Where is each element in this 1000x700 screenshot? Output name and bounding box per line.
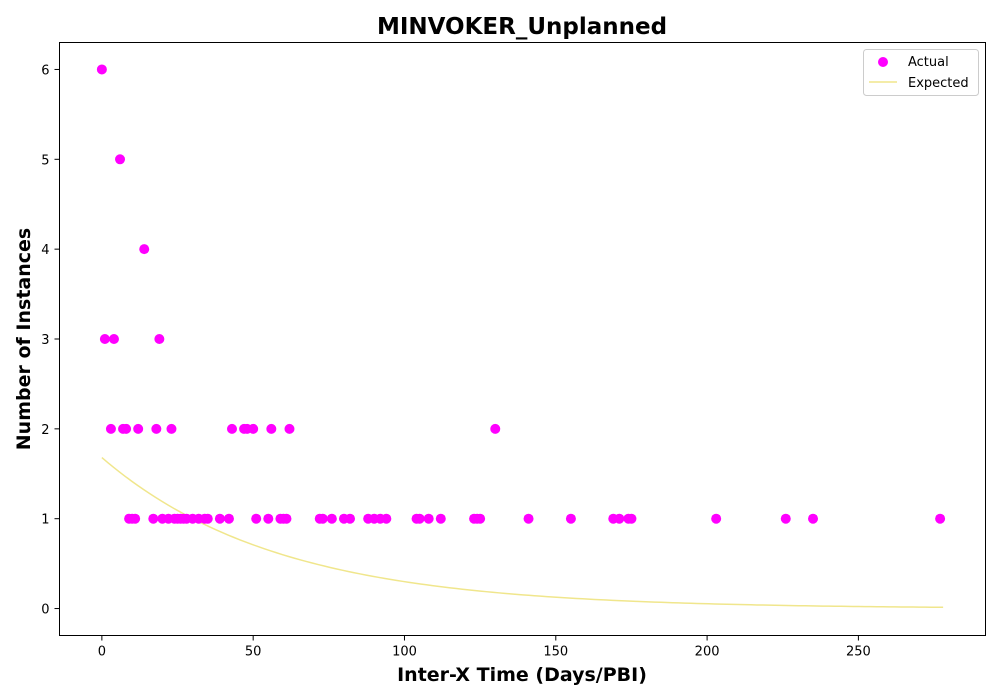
- data-point: [251, 513, 262, 524]
- data-point: [711, 513, 722, 524]
- y-tick-label: 1: [41, 513, 49, 528]
- data-point: [133, 423, 144, 434]
- expected-layer: [101, 457, 944, 609]
- data-point: [565, 513, 576, 524]
- y-tick-label: 3: [41, 333, 49, 348]
- data-point: [780, 513, 791, 524]
- data-point: [151, 423, 162, 434]
- data-point: [166, 423, 177, 434]
- data-point: [121, 423, 132, 434]
- legend-label-expected: Expected: [908, 76, 969, 91]
- plot-area: [59, 42, 986, 636]
- data-point: [99, 334, 110, 344]
- x-tick-label: 0: [98, 645, 106, 660]
- expected-line: [101, 457, 944, 609]
- data-point: [326, 513, 337, 524]
- data-point: [281, 513, 292, 524]
- legend-box: [863, 49, 979, 96]
- data-point: [148, 513, 159, 524]
- points-layer: [96, 64, 946, 524]
- data-point: [284, 423, 295, 434]
- data-point: [214, 513, 225, 524]
- data-point: [108, 334, 119, 344]
- data-point: [263, 513, 274, 524]
- y-tick-label: 2: [41, 423, 49, 438]
- data-point: [317, 513, 328, 524]
- x-axis-label: Inter-X Time (Days/PBI): [397, 664, 647, 686]
- data-point: [105, 423, 116, 434]
- data-point: [381, 513, 392, 524]
- x-tick-label: 200: [695, 645, 720, 660]
- y-tick-label: 5: [41, 153, 49, 168]
- data-point: [266, 423, 277, 434]
- y-axis-ticks: 0 1 2 3 4 5 6: [41, 63, 60, 618]
- data-point: [139, 244, 150, 255]
- data-point: [523, 513, 534, 524]
- x-tick-label: 50: [245, 645, 262, 660]
- x-tick-label: 100: [392, 645, 417, 660]
- data-point: [96, 64, 107, 75]
- x-axis-ticks: 0 50 100 150 200 250: [98, 635, 871, 660]
- legend-label-actual: Actual: [908, 55, 949, 70]
- data-point: [154, 334, 165, 344]
- data-point: [115, 154, 126, 165]
- data-point: [414, 513, 425, 524]
- legend: Actual Expected: [863, 49, 979, 96]
- data-point: [423, 513, 434, 524]
- y-tick-label: 4: [41, 243, 49, 258]
- data-point: [248, 423, 259, 434]
- data-point: [614, 513, 625, 524]
- x-tick-label: 250: [846, 645, 871, 660]
- chart-title: MINVOKER_Unplanned: [377, 14, 667, 40]
- legend-marker-actual: [878, 57, 888, 67]
- y-tick-label: 0: [41, 603, 49, 618]
- data-point: [202, 513, 213, 524]
- data-point: [808, 513, 819, 524]
- data-point: [490, 423, 501, 434]
- data-point: [345, 513, 356, 524]
- x-tick-label: 150: [543, 645, 568, 660]
- data-point: [935, 513, 946, 524]
- data-point: [435, 513, 446, 524]
- data-point: [475, 513, 486, 524]
- y-tick-label: 6: [41, 63, 49, 78]
- y-axis-label: Number of Instances: [13, 228, 35, 450]
- data-point: [130, 513, 141, 524]
- data-point: [626, 513, 637, 524]
- data-point: [223, 513, 234, 524]
- data-point: [226, 423, 237, 434]
